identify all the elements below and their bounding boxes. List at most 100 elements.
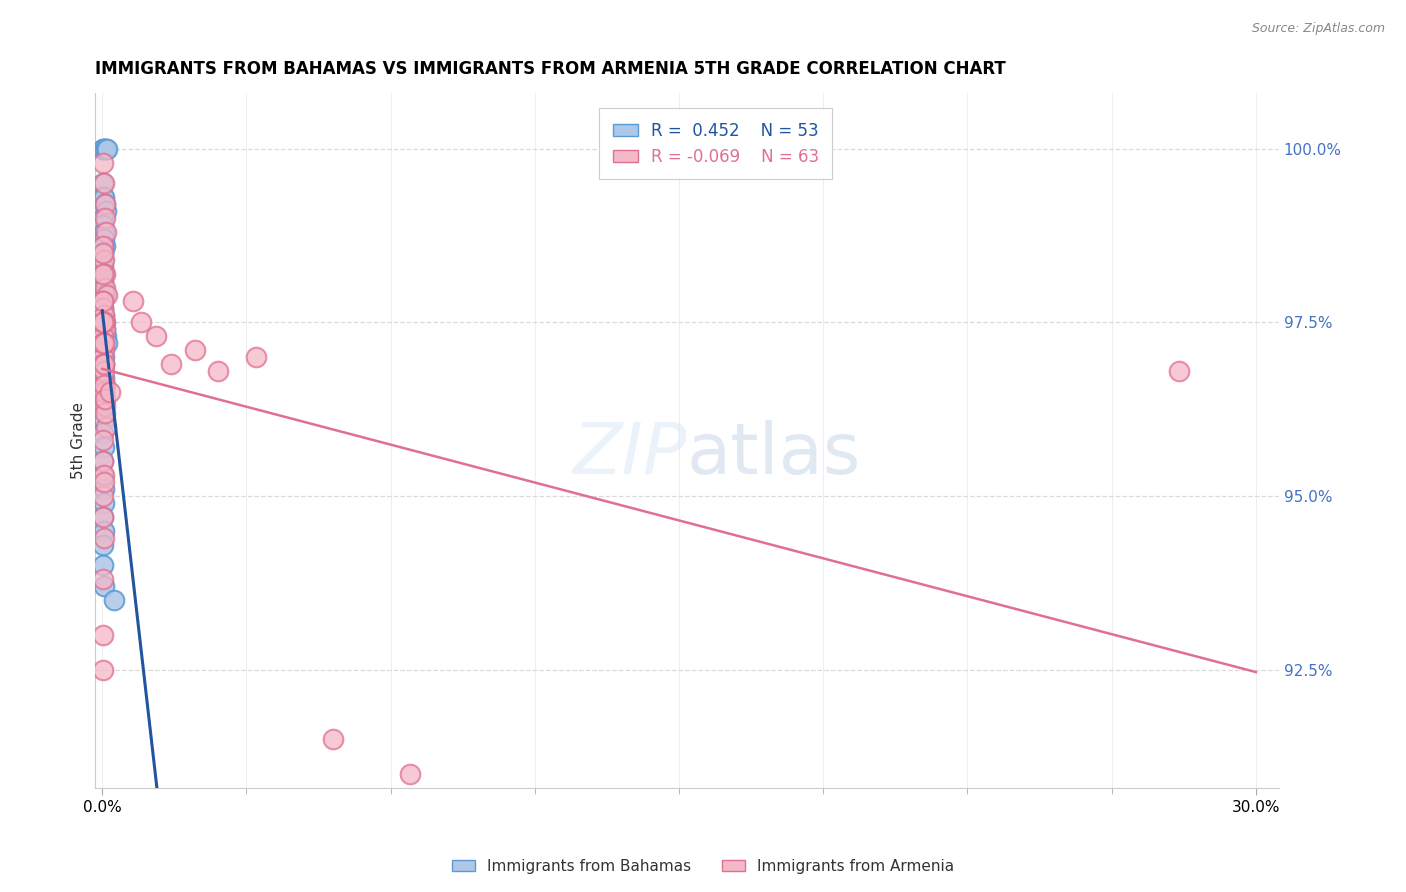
Point [93, 287, 115, 301]
Legend: Immigrants from Bahamas, Immigrants from Armenia: Immigrants from Bahamas, Immigrants from… [446, 853, 960, 880]
Point [94, 322, 117, 336]
Point [94, 406, 117, 420]
Point [91, 267, 114, 281]
Point [93, 190, 115, 204]
Point [93, 357, 115, 371]
Point [93, 496, 115, 510]
Point [91, 211, 114, 225]
Text: Source: ZipAtlas.com: Source: ZipAtlas.com [1251, 22, 1385, 36]
Point [93, 267, 115, 281]
Point [91, 538, 114, 552]
Point [94, 419, 117, 434]
Point [93, 177, 115, 191]
Point [91, 329, 114, 343]
Point [91, 399, 114, 413]
Point [1168, 364, 1191, 378]
Point [91, 267, 114, 281]
Point [93, 357, 115, 371]
Point [93, 364, 115, 378]
Point [93, 579, 115, 593]
Point [93, 309, 115, 323]
Point [93, 384, 115, 399]
Point [103, 593, 125, 607]
Point [245, 350, 267, 364]
Point [94, 287, 117, 301]
Point [93, 309, 115, 323]
Point [93, 357, 115, 371]
Point [91, 454, 114, 468]
Point [122, 294, 145, 309]
Point [93, 509, 115, 524]
Point [93, 336, 115, 351]
Point [91, 252, 114, 267]
Point [93, 558, 115, 573]
Point [91, 155, 114, 169]
Point [94, 142, 117, 156]
Point [93, 245, 115, 260]
Point [93, 336, 115, 351]
Point [93, 190, 115, 204]
Point [93, 301, 115, 316]
Point [322, 732, 344, 747]
Point [93, 441, 115, 455]
Point [93, 294, 115, 309]
Point [93, 343, 115, 357]
Point [93, 260, 115, 274]
Point [553, 822, 575, 837]
Point [93, 315, 115, 329]
Point [93, 454, 115, 468]
Point [96, 142, 118, 156]
Point [93, 468, 115, 483]
Y-axis label: 5th Grade: 5th Grade [72, 402, 86, 479]
Point [93, 475, 115, 489]
Point [91, 177, 114, 191]
Point [91, 315, 114, 329]
Point [93, 239, 115, 253]
Point [93, 377, 115, 392]
Point [91, 434, 114, 448]
Point [91, 142, 114, 156]
Point [91, 572, 114, 586]
Point [91, 274, 114, 288]
Point [93, 524, 115, 538]
Point [129, 315, 152, 329]
Point [96, 287, 118, 301]
Point [94, 399, 117, 413]
Point [93, 267, 115, 281]
Point [93, 218, 115, 232]
Point [93, 509, 115, 524]
Point [399, 767, 422, 781]
Point [93, 364, 115, 378]
Point [93, 412, 115, 426]
Point [93, 315, 115, 329]
Legend: R =  0.452    N = 53, R = -0.069    N = 63: R = 0.452 N = 53, R = -0.069 N = 63 [599, 108, 832, 179]
Point [93, 336, 115, 351]
Point [91, 239, 114, 253]
Point [93, 384, 115, 399]
Point [93, 357, 115, 371]
Point [93, 426, 115, 441]
Point [93, 364, 115, 378]
Point [160, 357, 183, 371]
Point [183, 343, 205, 357]
Point [93, 482, 115, 496]
Point [94, 329, 117, 343]
Point [93, 232, 115, 246]
Point [93, 315, 115, 329]
Point [96, 336, 118, 351]
Point [93, 301, 115, 316]
Point [91, 628, 114, 642]
Point [93, 343, 115, 357]
Point [93, 392, 115, 406]
Point [145, 329, 167, 343]
Point [93, 531, 115, 545]
Point [91, 245, 114, 260]
Point [93, 371, 115, 385]
Point [91, 350, 114, 364]
Point [93, 336, 115, 351]
Point [94, 225, 117, 239]
Point [93, 663, 115, 677]
Text: atlas: atlas [686, 420, 860, 489]
Point [93, 252, 115, 267]
Point [91, 489, 114, 503]
